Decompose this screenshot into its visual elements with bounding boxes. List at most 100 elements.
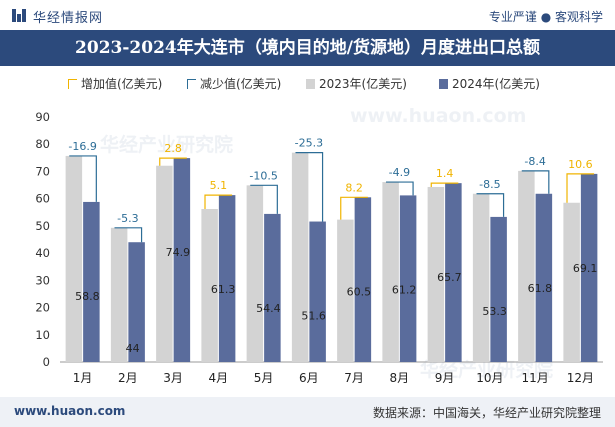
legend-label-increase: 增加值(亿美元) bbox=[81, 77, 163, 91]
y-tick-label: 90 bbox=[35, 110, 50, 124]
chart-title: 2023-2024年大连市（境内目的地/货源地）月度进出口总额 bbox=[75, 38, 540, 58]
bar-2024 bbox=[128, 242, 145, 362]
bar-2023 bbox=[563, 202, 580, 362]
bar-2023 bbox=[337, 219, 354, 362]
decrease-value-label: -8.4 bbox=[524, 155, 545, 168]
legend-label-decrease: 减少值(亿美元) bbox=[200, 77, 282, 91]
increase-bracket bbox=[430, 182, 459, 187]
bar-2023 bbox=[246, 185, 264, 362]
decrease-bracket bbox=[114, 227, 143, 243]
bar-2024 bbox=[399, 195, 417, 362]
increase-bracket bbox=[340, 196, 368, 220]
increase-value-label: 1.4 bbox=[436, 167, 454, 180]
x-tick-label: 1月 bbox=[73, 371, 93, 385]
x-tick-label: 5月 bbox=[254, 371, 274, 385]
bar-2023 bbox=[382, 182, 399, 362]
top-bar: 华经情报网 专业严谨 ● 客观科学 bbox=[0, 0, 615, 30]
bar-2024-value-label: 54.4 bbox=[256, 302, 281, 315]
x-tick-label: 2月 bbox=[118, 371, 138, 385]
increase-value-label: 8.2 bbox=[345, 181, 363, 194]
decrease-bracket bbox=[69, 155, 97, 202]
bar-2023 bbox=[518, 170, 535, 362]
brand-logo-icon bbox=[12, 9, 26, 22]
increase-bracket bbox=[159, 157, 187, 166]
x-tick-label: 8月 bbox=[390, 371, 410, 385]
bar-2024 bbox=[264, 213, 281, 362]
decrease-value-label: -10.5 bbox=[249, 169, 277, 182]
watermark-text: 华经产业研究院 bbox=[100, 134, 234, 156]
decrease-value-label: -5.3 bbox=[117, 212, 138, 225]
bar-2023 bbox=[201, 209, 218, 362]
x-tick-label: 4月 bbox=[209, 371, 229, 385]
y-tick-label: 50 bbox=[35, 219, 50, 233]
decrease-value-label: -25.3 bbox=[295, 137, 323, 150]
decrease-legend-swatch bbox=[187, 79, 196, 89]
x-tick-label: 6月 bbox=[299, 371, 319, 385]
bar-2024 bbox=[535, 193, 553, 362]
bar-2024 bbox=[490, 216, 507, 362]
bar-2024 bbox=[354, 197, 372, 362]
bar-2024 bbox=[173, 158, 191, 362]
y-tick-label: 80 bbox=[35, 137, 50, 151]
series-2023-legend-swatch bbox=[306, 79, 315, 89]
bar-2024-value-label: 69.1 bbox=[573, 262, 598, 275]
bar-2024-value-label: 65.7 bbox=[437, 271, 462, 284]
decrease-bracket bbox=[295, 152, 324, 222]
decrease-bracket bbox=[476, 193, 505, 217]
title-band: 2023-2024年大连市（境内目的地/货源地）月度进出口总额 bbox=[0, 30, 615, 66]
legend: 增加值(亿美元) 减少值(亿美元) 2023年(亿美元) 2024年(亿美元) bbox=[0, 74, 615, 94]
watermark-url: www.huaon.com bbox=[350, 105, 527, 127]
increase-value-label: 10.6 bbox=[568, 158, 593, 171]
x-tick-label: 9月 bbox=[435, 371, 455, 385]
decrease-bracket bbox=[386, 181, 414, 196]
x-tick-label: 7月 bbox=[344, 371, 364, 385]
y-tick-label: 60 bbox=[35, 192, 50, 206]
bar-2024-value-label: 58.8 bbox=[75, 290, 100, 303]
bar-2023 bbox=[472, 193, 490, 362]
watermark-text-2: 华经产业研究院 bbox=[420, 359, 554, 381]
x-tick-label: 3月 bbox=[163, 371, 183, 385]
bar-2023 bbox=[291, 152, 309, 362]
bar-2023 bbox=[156, 165, 173, 362]
y-tick-label: 10 bbox=[35, 328, 50, 342]
y-tick-label: 70 bbox=[35, 164, 50, 178]
decrease-bracket bbox=[521, 170, 550, 194]
bar-2024-value-label: 61.3 bbox=[211, 283, 236, 296]
series-2024-legend-swatch bbox=[439, 79, 448, 89]
bar-2024 bbox=[580, 173, 598, 362]
bar-2024 bbox=[83, 201, 100, 362]
x-tick-label: 12月 bbox=[567, 371, 594, 385]
bar-2024 bbox=[218, 195, 236, 362]
bar-2024 bbox=[445, 183, 462, 362]
chart-area: 0 10 20 30 40 50 60 70 80 90 -16.9 58.8 1月 -5.3 44 2月 2.… bbox=[35, 110, 603, 385]
x-tick-label: 10月 bbox=[476, 371, 503, 385]
decrease-bracket bbox=[250, 184, 278, 214]
bar-2024-value-label: 74.9 bbox=[166, 246, 191, 259]
bar-2024-value-label: 51.6 bbox=[301, 310, 326, 323]
footer-website: www.huaon.com bbox=[14, 404, 126, 418]
y-tick-label: 30 bbox=[35, 273, 50, 287]
increase-bracket bbox=[204, 194, 233, 210]
y-tick-label: 40 bbox=[35, 246, 50, 260]
bar-2024-value-label: 53.3 bbox=[482, 305, 507, 318]
bar-2023 bbox=[65, 155, 83, 362]
decrease-value-label: -16.9 bbox=[68, 140, 96, 153]
y-tick-label: 0 bbox=[43, 355, 50, 369]
brand-name: 华经情报网 bbox=[33, 11, 104, 26]
bar-2024-value-label: 61.8 bbox=[528, 282, 553, 295]
increase-legend-swatch bbox=[68, 79, 77, 89]
increase-bracket bbox=[566, 173, 595, 203]
bar-2023 bbox=[110, 227, 128, 362]
y-tick-label: 20 bbox=[35, 301, 50, 315]
bar-2024-value-label: 44 bbox=[126, 342, 140, 355]
legend-label-2023: 2023年(亿美元) bbox=[319, 77, 407, 91]
bar-2024 bbox=[309, 221, 326, 362]
x-tick-label: 11月 bbox=[521, 371, 548, 385]
bar-2023 bbox=[427, 186, 445, 362]
legend-label-2024: 2024年(亿美元) bbox=[452, 77, 540, 91]
decrease-value-label: -4.9 bbox=[389, 166, 410, 179]
bar-2024-value-label: 61.2 bbox=[392, 283, 417, 296]
slogan: 专业严谨 ● 客观科学 bbox=[488, 10, 603, 24]
decrease-value-label: -8.5 bbox=[479, 178, 500, 191]
increase-value-label: 2.8 bbox=[164, 142, 182, 155]
